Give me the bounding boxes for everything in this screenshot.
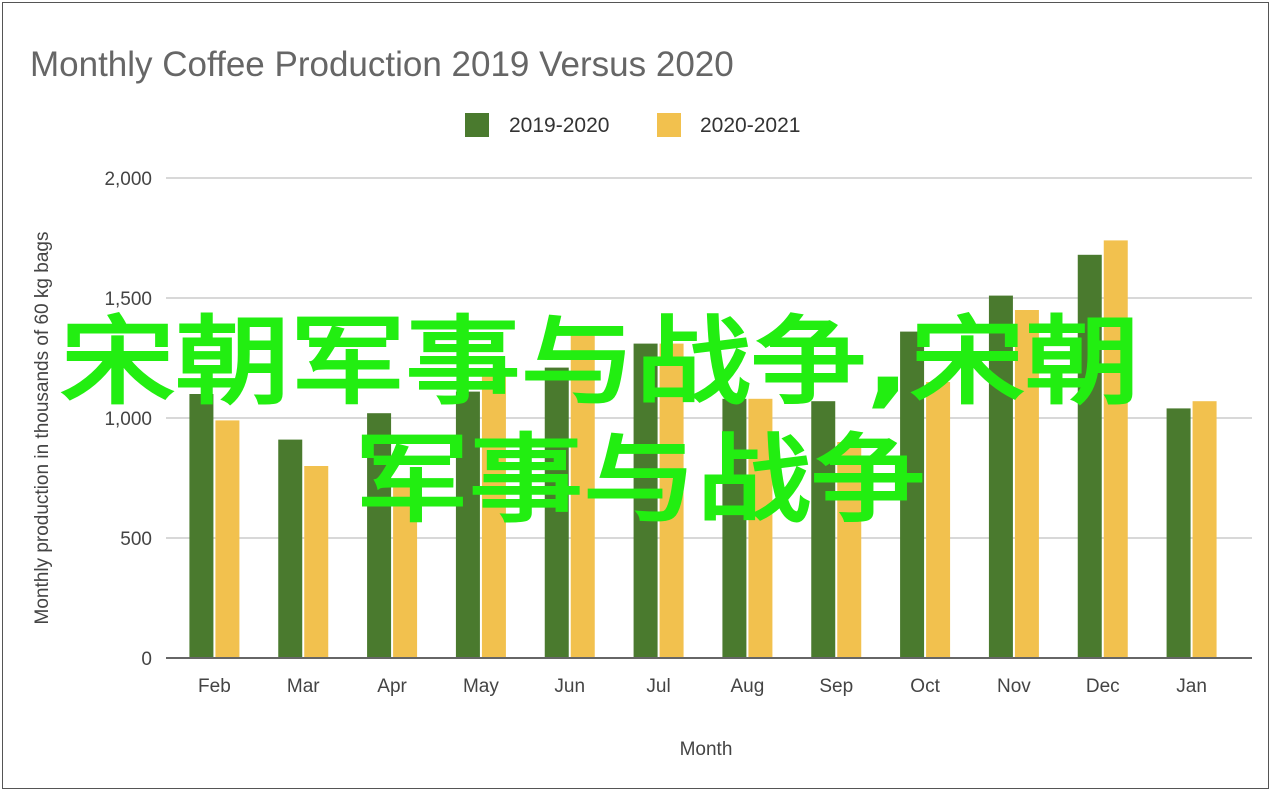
bar-2020-2021-Nov (1014, 310, 1039, 658)
bar-2019-2020-Sep (811, 401, 836, 658)
y-axis-ticks: 0 500 1,000 1,500 2,000 (104, 169, 152, 670)
x-tick-label: Apr (377, 676, 407, 697)
x-tick-label: Feb (198, 676, 231, 697)
x-tick-label: Nov (997, 676, 1031, 697)
bar-2019-2020-Aug (722, 398, 747, 658)
bars (189, 240, 1217, 659)
bar-2020-2021-Jul (659, 343, 684, 658)
x-tick-label: Jan (1176, 676, 1207, 697)
bar-2019-2020-Feb (189, 394, 214, 658)
bar-2020-2021-Sep (837, 442, 862, 658)
x-tick-label: Jul (646, 676, 670, 697)
x-tick-label: Aug (731, 676, 765, 697)
x-tick-label: Sep (819, 676, 853, 697)
y-tick-label: 1,500 (104, 289, 152, 310)
y-tick-label: 500 (120, 529, 152, 550)
bar-2019-2020-Mar (278, 439, 303, 658)
legend-label-2020-2021: 2020-2021 (700, 114, 800, 137)
chart-title: Monthly Coffee Production 2019 Versus 20… (30, 45, 734, 84)
x-tick-label: May (463, 676, 499, 697)
y-tick-label: 2,000 (104, 169, 152, 190)
bar-2020-2021-Jun (570, 331, 595, 658)
y-tick-label: 0 (141, 649, 152, 670)
y-tick-label: 1,000 (104, 409, 152, 430)
watermark-line-2: 军事与战争 (355, 424, 925, 536)
bar-2020-2021-Aug (748, 398, 773, 658)
x-axis-label: Month (680, 739, 733, 760)
bar-2020-2021-Feb (215, 420, 240, 658)
legend-label-2019-2020: 2019-2020 (509, 114, 609, 137)
bar-2019-2020-Jun (544, 367, 569, 658)
bar-2019-2020-Nov (988, 295, 1013, 658)
legend-swatch-2020-2021 (657, 113, 681, 137)
bar-2020-2021-Oct (926, 382, 951, 658)
x-tick-label: Jun (554, 676, 585, 697)
x-tick-label: Oct (910, 676, 940, 697)
legend: 2019-2020 2020-2021 (465, 113, 800, 137)
bar-2019-2020-Oct (900, 331, 925, 658)
bar-2020-2021-Dec (1103, 240, 1128, 658)
bar-2019-2020-Jul (633, 343, 658, 658)
bar-2019-2020-May (455, 391, 480, 658)
y-axis-label: Monthly production in thousands of 60 kg… (32, 232, 53, 625)
watermark-line-1: 宋朝军事与战争,宋朝 (60, 306, 1140, 418)
x-axis-ticks: Feb Mar Apr May Jun Jul Aug Sep Oct Nov Dec Jan (198, 676, 1207, 697)
bar-2020-2021-May (481, 374, 506, 658)
bar-2020-2021-Mar (304, 466, 329, 658)
x-tick-label: Mar (287, 676, 320, 697)
bar-2020-2021-Apr (393, 480, 418, 658)
legend-swatch-2019-2020 (465, 113, 489, 137)
bar-2019-2020-Jan (1166, 408, 1191, 658)
gridlines (166, 177, 1252, 539)
bar-2019-2020-Apr (367, 413, 392, 658)
x-tick-label: Dec (1086, 676, 1120, 697)
bar-2019-2020-Dec (1077, 254, 1102, 659)
bar-2020-2021-Jan (1192, 401, 1217, 658)
